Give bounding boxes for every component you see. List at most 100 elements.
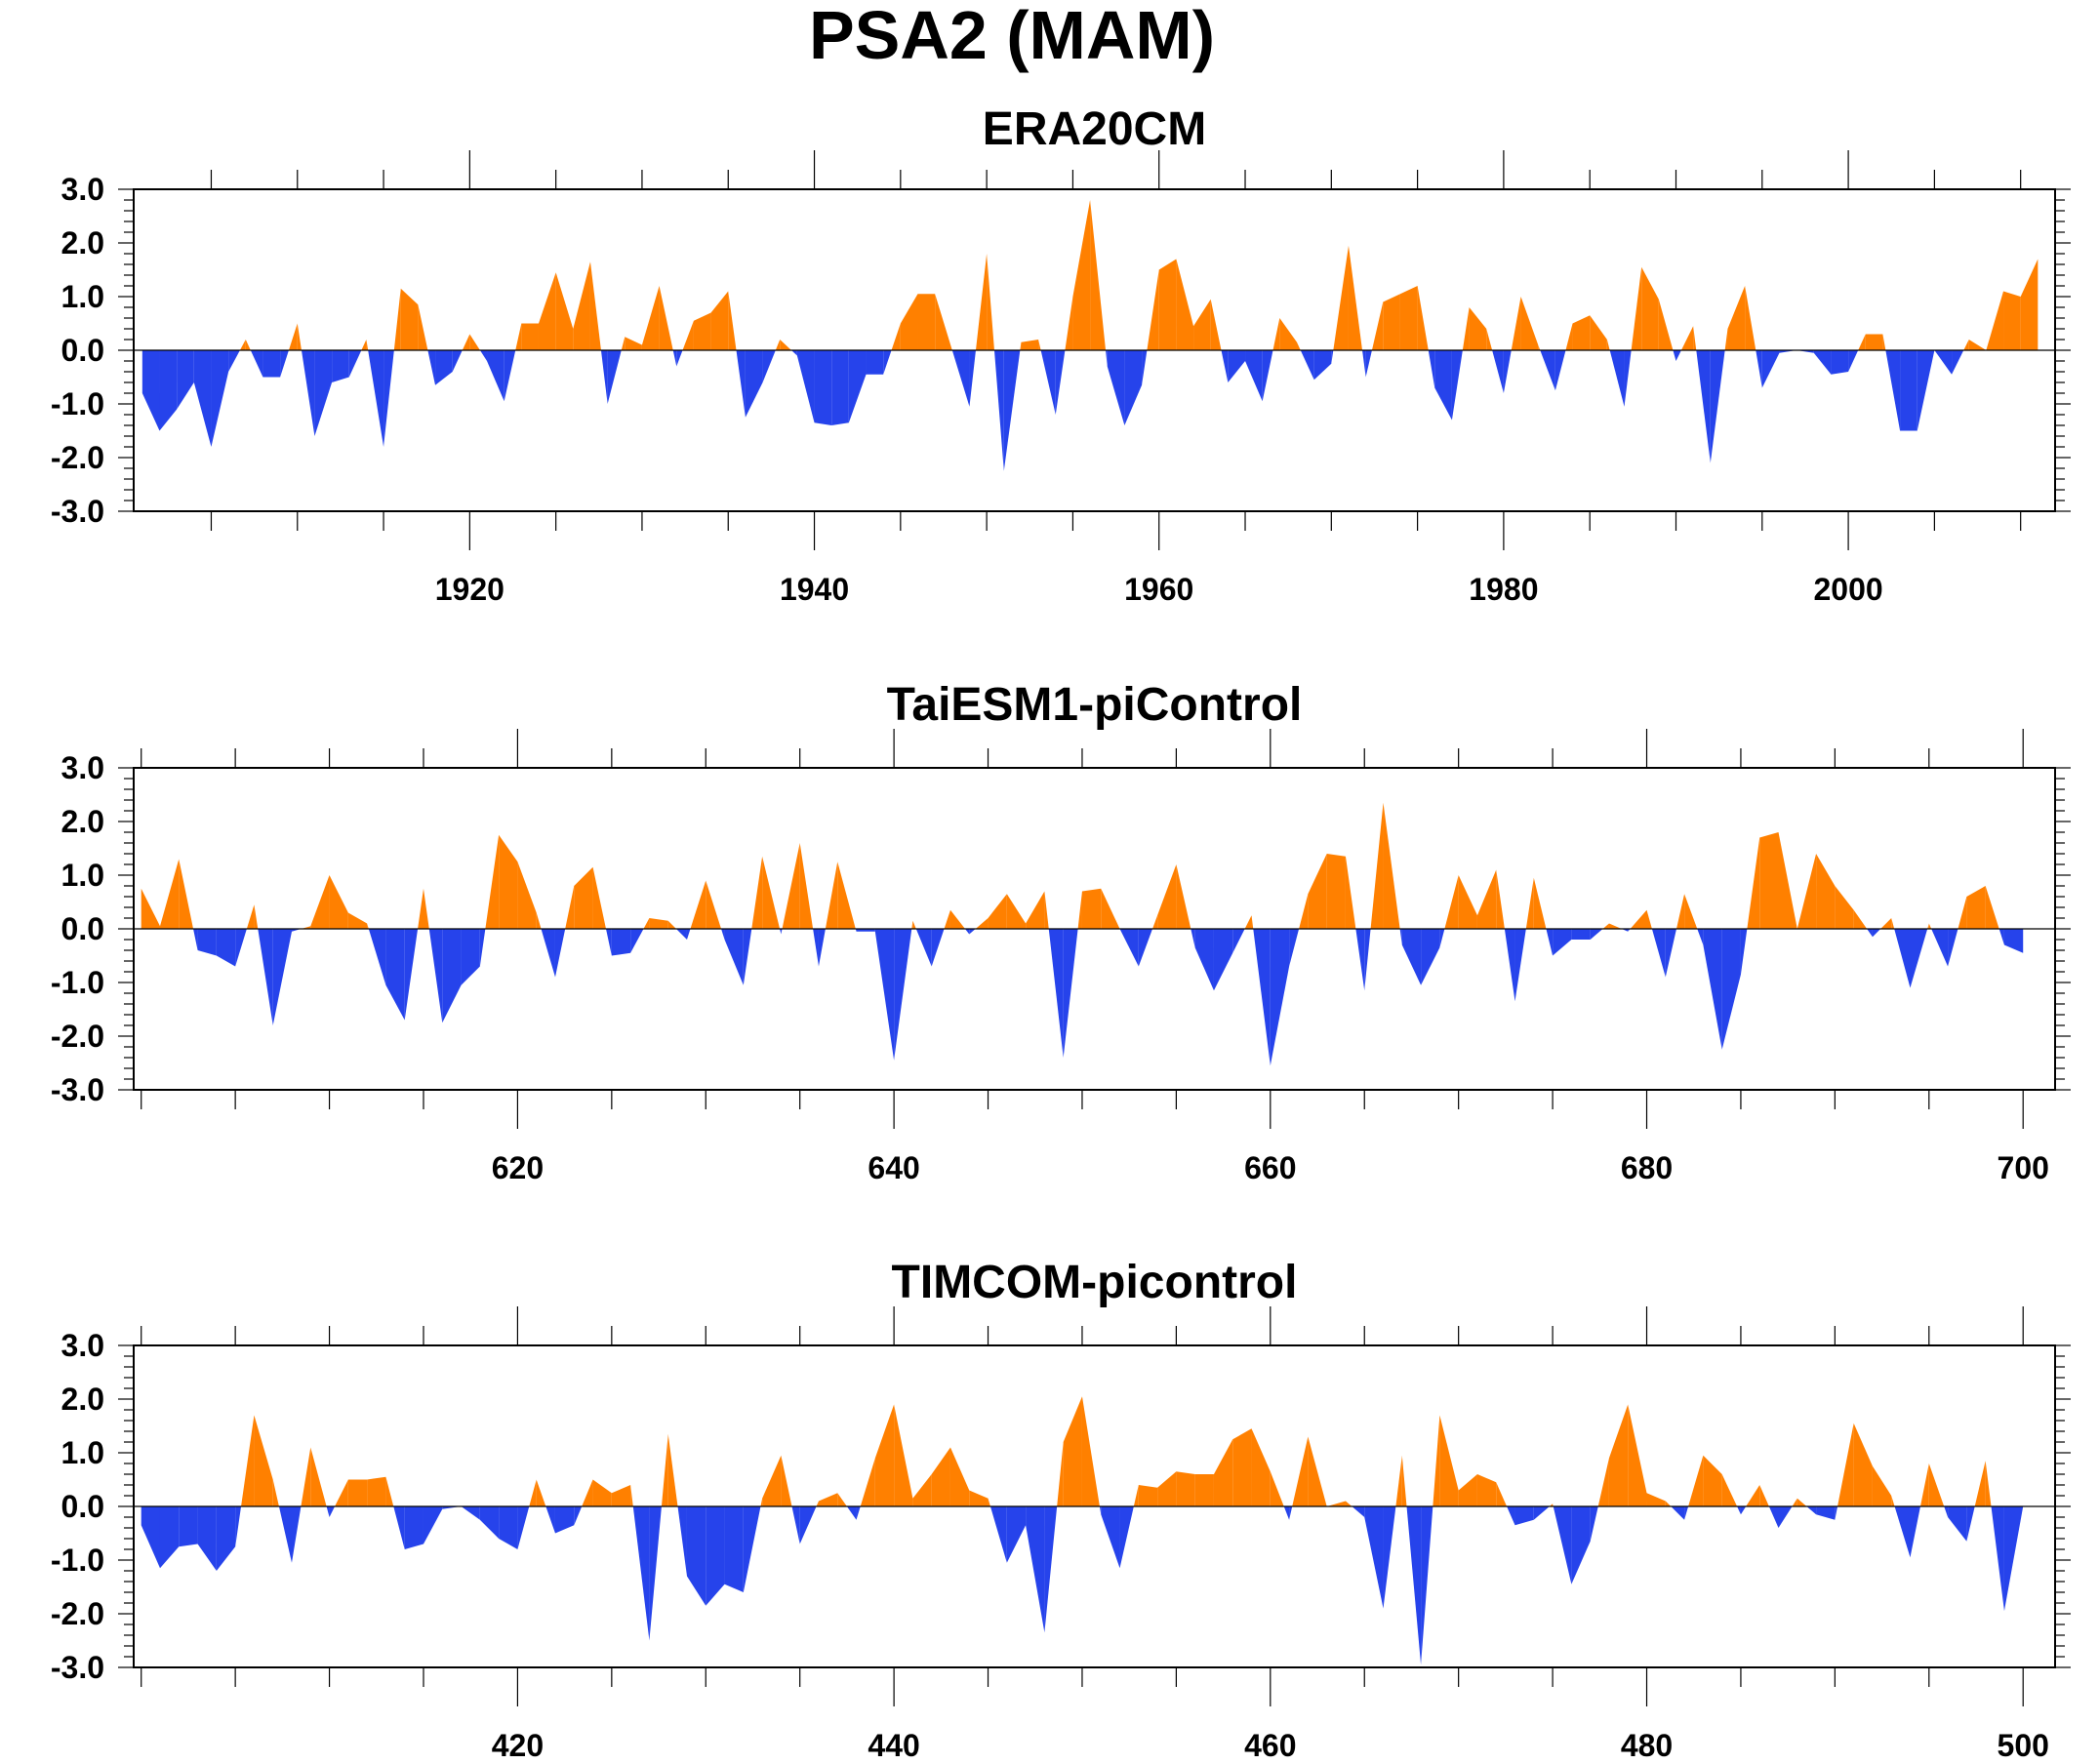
negative-area — [791, 1506, 800, 1544]
y-tick-label: -3.0 — [51, 1072, 104, 1107]
positive-area — [1891, 1496, 1895, 1506]
positive-area — [367, 923, 369, 929]
positive-area — [1138, 1485, 1158, 1506]
positive-area — [1835, 886, 1854, 929]
positive-area — [1395, 1455, 1402, 1506]
negative-area — [672, 350, 677, 367]
negative-area — [159, 350, 178, 431]
positive-area — [1565, 323, 1573, 350]
negative-area — [461, 929, 480, 985]
negative-area — [1991, 1506, 2004, 1612]
negative-area — [1514, 929, 1526, 1002]
negative-area — [1737, 1506, 1741, 1515]
negative-area — [1571, 929, 1591, 940]
negative-area — [743, 929, 752, 985]
positive-area — [1724, 329, 1728, 350]
negative-area — [141, 1506, 160, 1569]
negative-area — [600, 350, 608, 404]
negative-area — [1364, 1506, 1384, 1609]
positive-area — [310, 875, 330, 929]
negative-area — [1191, 929, 1195, 948]
positive-area — [2020, 259, 2038, 350]
x-tick-label: 640 — [868, 1150, 919, 1185]
positive-area — [1270, 1471, 1284, 1506]
negative-area — [1365, 350, 1372, 378]
y-tick-label: 0.0 — [61, 333, 104, 368]
negative-area — [969, 350, 976, 407]
negative-area — [1006, 1506, 1027, 1563]
positive-area — [1333, 245, 1349, 350]
positive-area — [1778, 832, 1797, 929]
positive-area — [1345, 1501, 1352, 1506]
negative-area — [423, 1506, 443, 1544]
positive-area — [1759, 1485, 1769, 1506]
negative-area — [931, 929, 945, 967]
x-tick-label: 500 — [1998, 1728, 2049, 1763]
negative-area — [314, 350, 333, 436]
negative-area — [383, 350, 394, 447]
negative-area — [404, 929, 419, 1021]
negative-area — [1194, 929, 1214, 991]
positive-area — [1985, 1461, 1992, 1506]
positive-area — [1538, 344, 1541, 350]
negative-area — [1289, 1506, 1293, 1520]
positive-area — [1628, 1404, 1647, 1506]
negative-area — [743, 1506, 761, 1592]
positive-area — [335, 1479, 348, 1506]
negative-area — [1867, 929, 1873, 938]
negative-area — [1364, 929, 1371, 991]
negative-area — [964, 929, 970, 935]
positive-area — [536, 1479, 546, 1506]
positive-area — [1880, 918, 1892, 929]
negative-area — [1554, 350, 1566, 391]
x-tick-label: 700 — [1998, 1150, 2049, 1185]
negative-area — [894, 929, 912, 1061]
negative-area — [452, 350, 463, 372]
positive-area — [816, 1501, 819, 1506]
positive-area — [521, 323, 539, 350]
positive-area — [911, 920, 913, 929]
positive-area — [825, 862, 838, 929]
positive-area — [1549, 1503, 1554, 1506]
positive-area — [1232, 1428, 1252, 1506]
negative-area — [393, 1506, 405, 1549]
negative-area — [159, 1506, 180, 1569]
positive-area — [1444, 875, 1459, 929]
positive-area — [1158, 259, 1177, 350]
positive-area — [641, 286, 660, 350]
positive-area — [1858, 334, 1866, 350]
positive-area — [254, 904, 259, 929]
positive-area — [659, 286, 673, 350]
positive-area — [1348, 245, 1363, 350]
negative-area — [545, 1506, 555, 1534]
positive-area — [1244, 915, 1252, 929]
positive-area — [1680, 326, 1694, 350]
negative-area — [818, 929, 826, 967]
positive-area — [536, 912, 542, 929]
positive-area — [782, 843, 800, 929]
negative-area — [1300, 350, 1314, 381]
negative-area — [649, 1506, 662, 1641]
negative-area — [915, 929, 932, 967]
positive-area — [1433, 1415, 1440, 1506]
positive-area — [1759, 832, 1779, 929]
negative-area — [385, 929, 405, 1021]
negative-area — [1696, 350, 1711, 463]
positive-area — [1602, 923, 1609, 929]
positive-area — [592, 866, 606, 929]
positive-area — [517, 862, 537, 929]
positive-area — [1296, 341, 1301, 350]
negative-area — [724, 929, 744, 985]
positive-area — [900, 294, 918, 350]
negative-area — [442, 1506, 462, 1509]
negative-area — [1673, 350, 1676, 361]
negative-area — [1421, 929, 1440, 985]
positive-area — [931, 1447, 950, 1506]
negative-area — [1703, 929, 1722, 1050]
y-tick-label: 1.0 — [61, 1435, 104, 1470]
positive-area — [1176, 864, 1191, 929]
positive-area — [301, 926, 311, 929]
positive-area — [949, 909, 965, 929]
positive-area — [1665, 1501, 1672, 1506]
negative-area — [1816, 1506, 1836, 1520]
